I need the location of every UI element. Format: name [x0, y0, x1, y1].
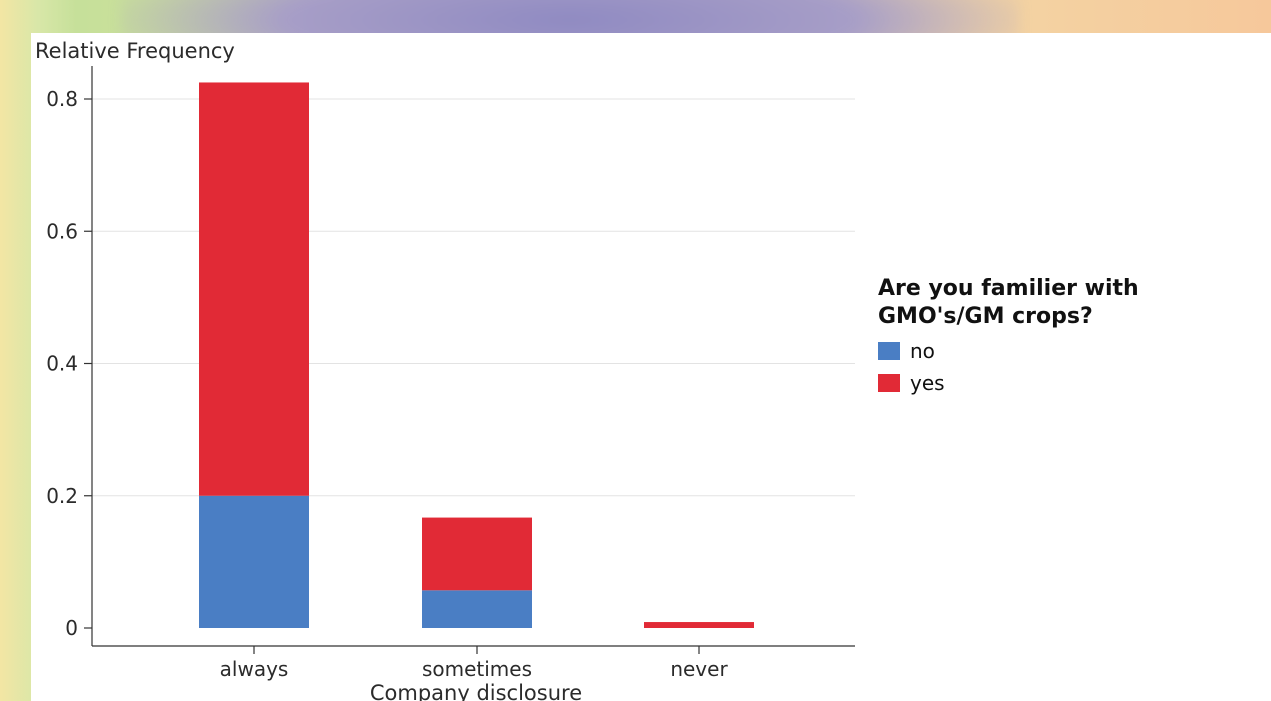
bar-sometimes-no[interactable] — [422, 590, 532, 628]
y-tick-label: 0.4 — [46, 352, 78, 376]
legend-item-yes[interactable]: yes — [878, 371, 1268, 395]
bar-never-yes[interactable] — [644, 622, 754, 628]
bar-sometimes-yes[interactable] — [422, 517, 532, 591]
x-tick-label-sometimes: sometimes — [422, 657, 532, 681]
y-axis-title: Relative Frequency — [35, 39, 235, 63]
y-tick-label: 0 — [65, 616, 78, 640]
y-tick-label: 0.6 — [46, 219, 78, 243]
legend-item-no[interactable]: no — [878, 339, 1268, 363]
axes: 0 0.2 0.4 0.6 0.8 always sometimes never — [46, 66, 855, 681]
y-tick-label: 0.8 — [46, 87, 78, 111]
legend-title: Are you familier with GMO's/GM crops? — [878, 276, 1139, 329]
x-tick-label-always: always — [220, 657, 289, 681]
bar-always-no[interactable] — [199, 495, 309, 628]
legend-swatch-no — [878, 342, 900, 360]
legend-label-no: no — [910, 339, 935, 363]
legend-label-yes: yes — [910, 371, 945, 395]
legend: Are you familier with GMO's/GM crops? no… — [878, 275, 1268, 395]
bar-always-yes[interactable] — [199, 82, 309, 496]
x-tick-label-never: never — [670, 657, 728, 681]
bars — [199, 82, 754, 628]
x-axis-title: Company disclosure — [370, 681, 582, 701]
legend-swatch-yes — [878, 374, 900, 392]
y-tick-label: 0.2 — [46, 484, 78, 508]
